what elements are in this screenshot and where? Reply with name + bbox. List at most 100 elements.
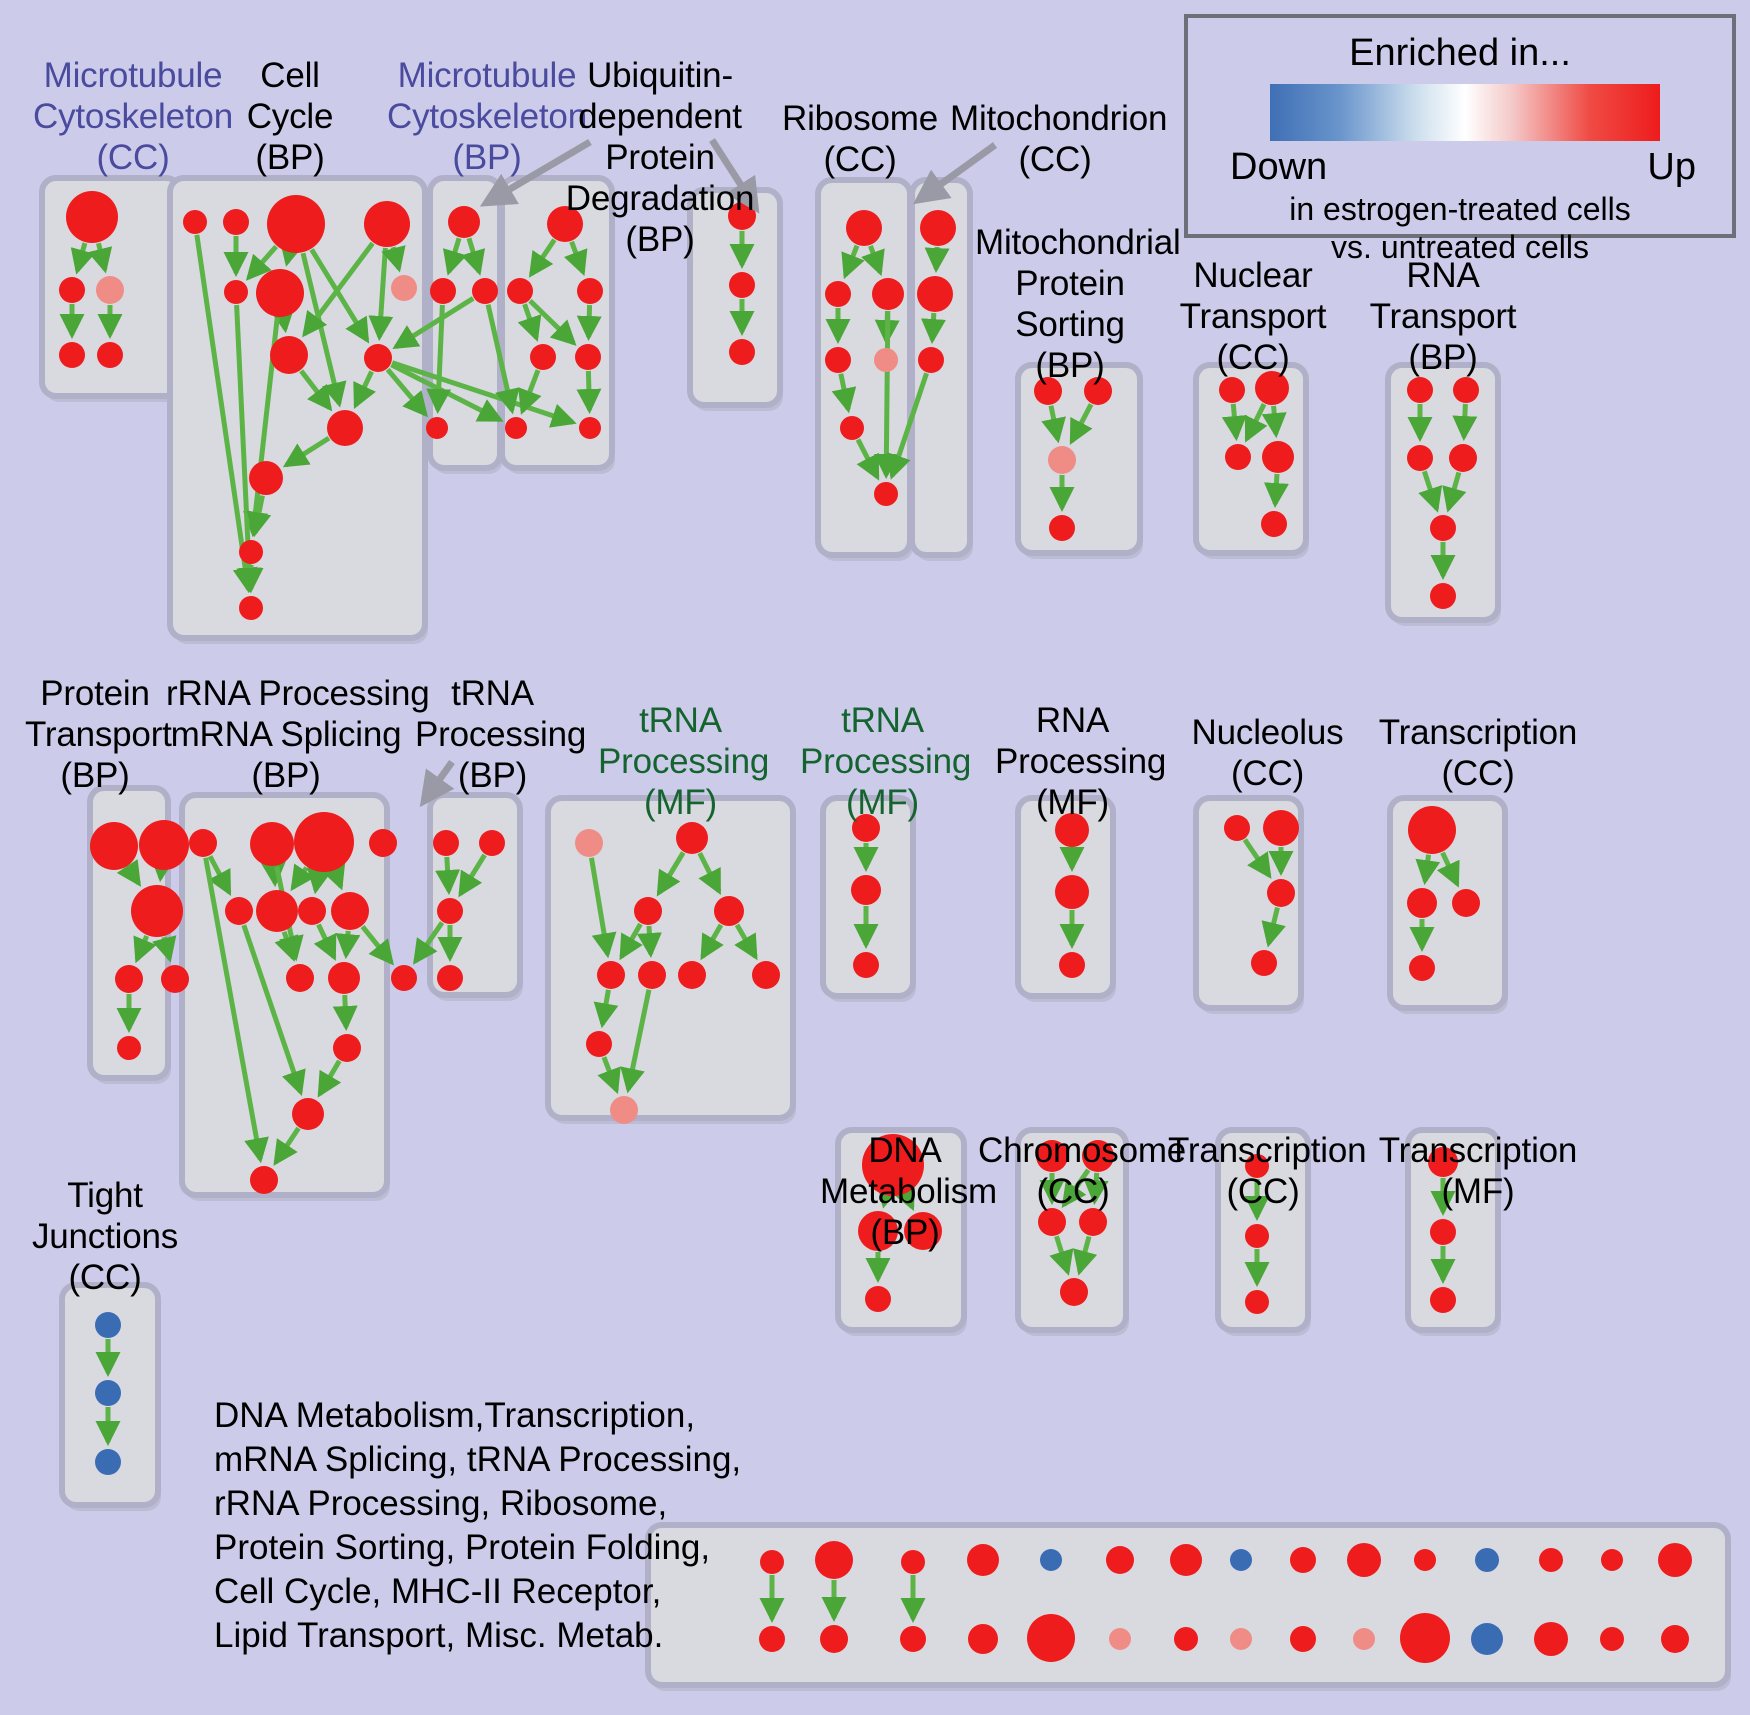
network-node[interactable] [729, 339, 755, 365]
network-node[interactable] [1174, 1627, 1198, 1651]
network-node[interactable] [479, 830, 505, 856]
network-node[interactable] [298, 897, 326, 925]
network-node[interactable] [239, 540, 263, 564]
network-node[interactable] [250, 822, 294, 866]
network-node[interactable] [250, 1166, 278, 1194]
network-node[interactable] [249, 461, 283, 495]
network-node[interactable] [1409, 955, 1435, 981]
network-node[interactable] [840, 416, 864, 440]
network-node[interactable] [391, 965, 417, 991]
network-node[interactable] [760, 1550, 784, 1574]
network-node[interactable] [1055, 875, 1089, 909]
network-node[interactable] [1407, 445, 1433, 471]
network-node[interactable] [327, 410, 363, 446]
network-node[interactable] [117, 1036, 141, 1060]
network-node[interactable] [865, 1286, 891, 1312]
network-node[interactable] [95, 1312, 121, 1338]
network-node[interactable] [66, 191, 118, 243]
network-node[interactable] [678, 961, 706, 989]
network-node[interactable] [917, 276, 953, 312]
network-node[interactable] [1430, 1287, 1456, 1313]
network-node[interactable] [59, 342, 85, 368]
network-node[interactable] [1430, 1219, 1456, 1245]
network-node[interactable] [967, 1544, 999, 1576]
network-node[interactable] [189, 829, 217, 857]
network-node[interactable] [131, 885, 183, 937]
network-node[interactable] [1475, 1548, 1499, 1572]
network-node[interactable] [448, 206, 480, 238]
network-node[interactable] [1245, 1290, 1269, 1314]
network-node[interactable] [1658, 1543, 1692, 1577]
network-node[interactable] [1601, 1549, 1623, 1571]
network-node[interactable] [610, 1096, 638, 1124]
network-node[interactable] [1539, 1548, 1563, 1572]
network-node[interactable] [820, 1625, 848, 1653]
network-node[interactable] [1060, 1278, 1088, 1306]
network-node[interactable] [1170, 1544, 1202, 1576]
network-node[interactable] [1453, 377, 1479, 403]
network-node[interactable] [1414, 1549, 1436, 1571]
network-node[interactable] [1027, 1614, 1075, 1662]
network-node[interactable] [1106, 1546, 1134, 1574]
network-node[interactable] [1251, 950, 1277, 976]
network-node[interactable] [1408, 806, 1456, 854]
network-node[interactable] [1407, 377, 1433, 403]
network-node[interactable] [90, 822, 138, 870]
network-node[interactable] [1452, 889, 1480, 917]
network-node[interactable] [638, 961, 666, 989]
network-node[interactable] [815, 1541, 853, 1579]
network-node[interactable] [1407, 888, 1437, 918]
network-node[interactable] [1290, 1626, 1316, 1652]
network-node[interactable] [97, 342, 123, 368]
network-node[interactable] [1347, 1543, 1381, 1577]
network-node[interactable] [530, 344, 556, 370]
network-node[interactable] [1109, 1628, 1131, 1650]
network-node[interactable] [634, 897, 662, 925]
network-node[interactable] [95, 1380, 121, 1406]
network-node[interactable] [437, 898, 463, 924]
network-node[interactable] [328, 962, 360, 994]
network-node[interactable] [95, 1449, 121, 1475]
network-node[interactable] [1049, 515, 1075, 541]
network-node[interactable] [505, 417, 527, 439]
network-node[interactable] [115, 965, 143, 993]
network-node[interactable] [825, 281, 851, 307]
network-node[interactable] [1290, 1547, 1316, 1573]
network-node[interactable] [968, 1624, 998, 1654]
network-node[interactable] [1267, 879, 1295, 907]
network-node[interactable] [59, 277, 85, 303]
network-node[interactable] [1261, 511, 1287, 537]
network-node[interactable] [872, 278, 904, 310]
network-node[interactable] [1430, 583, 1456, 609]
network-node[interactable] [1038, 1208, 1066, 1236]
network-node[interactable] [579, 417, 601, 439]
network-node[interactable] [437, 965, 463, 991]
network-node[interactable] [575, 344, 601, 370]
network-node[interactable] [183, 210, 207, 234]
network-node[interactable] [759, 1626, 785, 1652]
network-node[interactable] [1224, 815, 1250, 841]
network-node[interactable] [267, 195, 325, 253]
network-node[interactable] [1225, 444, 1251, 470]
network-node[interactable] [714, 896, 744, 926]
network-node[interactable] [1430, 515, 1456, 541]
network-node[interactable] [676, 822, 708, 854]
network-node[interactable] [1048, 446, 1076, 474]
network-node[interactable] [333, 1034, 361, 1062]
network-node[interactable] [391, 275, 417, 301]
network-node[interactable] [918, 347, 944, 373]
network-node[interactable] [575, 829, 603, 857]
network-node[interactable] [846, 210, 882, 246]
network-node[interactable] [369, 829, 397, 857]
network-node[interactable] [292, 1098, 324, 1130]
network-node[interactable] [1449, 444, 1477, 472]
network-node[interactable] [256, 890, 298, 932]
network-node[interactable] [331, 892, 369, 930]
network-node[interactable] [1262, 441, 1294, 473]
network-node[interactable] [270, 336, 308, 374]
network-node[interactable] [874, 482, 898, 506]
network-node[interactable] [294, 812, 354, 872]
network-node[interactable] [853, 952, 879, 978]
network-node[interactable] [1230, 1549, 1252, 1571]
network-node[interactable] [286, 964, 314, 992]
